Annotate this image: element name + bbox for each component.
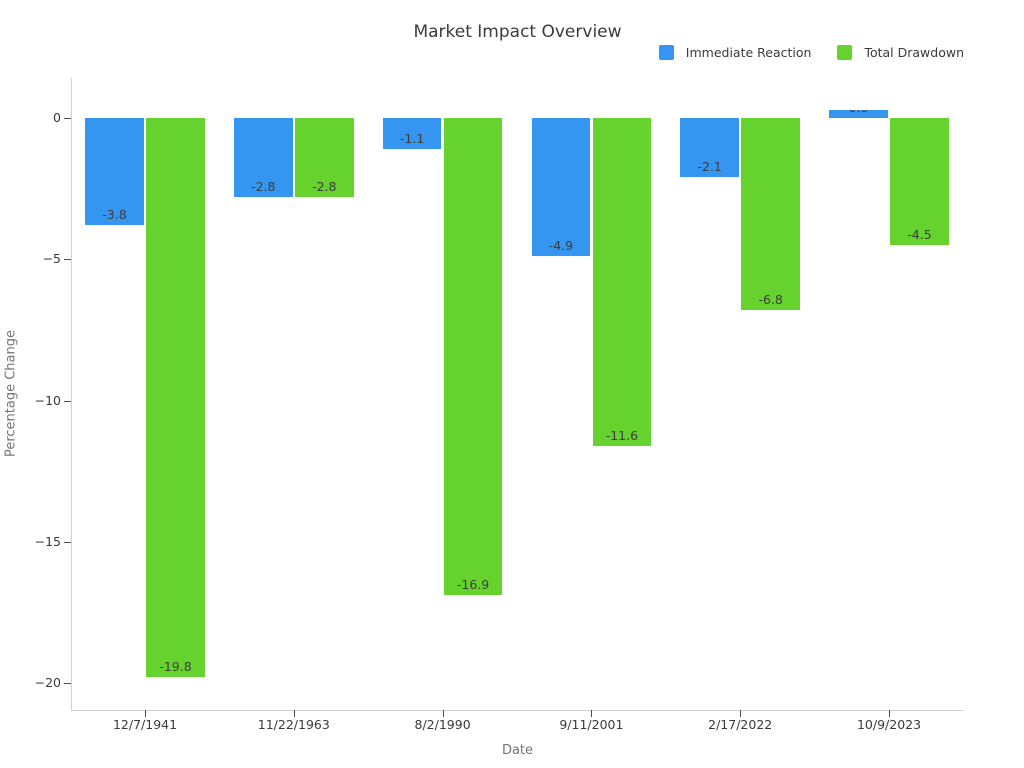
x-tick-label: 8/2/1990 — [414, 717, 471, 732]
bar-value-label: -2.1 — [697, 159, 722, 175]
y-tick-label: 0 — [53, 110, 61, 125]
x-tick-mark — [740, 710, 742, 717]
x-tick-mark — [889, 710, 890, 717]
bar-value-label: -19.8 — [159, 659, 192, 675]
y-tick-mark — [64, 400, 71, 402]
bar-value-label: -2.8 — [251, 179, 276, 195]
bar-total-drawdown: -2.8 — [295, 118, 354, 198]
y-tick-mark — [64, 118, 71, 119]
x-tick-label: 10/9/2023 — [856, 717, 922, 732]
legend: Immediate Reaction Total Drawdown — [658, 45, 964, 60]
bar-immediate-reaction: -3.8 — [85, 118, 144, 226]
legend-swatch-total-drawdown-icon — [837, 45, 853, 60]
bar-immediate-reaction: -4.9 — [531, 118, 591, 257]
bar-total-drawdown: -11.6 — [592, 118, 652, 446]
bar-value-label: -4.5 — [907, 227, 932, 243]
legend-swatch-immediate-reaction-icon — [658, 45, 674, 60]
x-tick-label: 2/17/2022 — [708, 717, 773, 732]
bar-value-label: -2.8 — [312, 179, 337, 195]
bar-total-drawdown: -6.8 — [741, 118, 800, 311]
y-tick-label: −15 — [34, 533, 61, 549]
x-axis-label: Date — [501, 743, 534, 758]
x-tick-mark — [591, 710, 593, 717]
x-tick-mark — [145, 710, 146, 717]
y-tick-label: −20 — [34, 675, 61, 690]
bar-value-label: -3.8 — [102, 207, 127, 223]
x-tick-mark — [293, 710, 295, 717]
bar-value-label: -4.9 — [548, 238, 574, 254]
bar-value-label: 0.3 — [829, 110, 888, 115]
bar-immediate-reaction: -1.1 — [382, 118, 442, 150]
y-tick-mark — [64, 683, 71, 684]
bar-value-label: -6.8 — [758, 292, 783, 308]
bar-value-label: -16.9 — [456, 577, 490, 593]
x-tick-label: 12/7/1941 — [112, 717, 178, 732]
bar-value-label: -11.6 — [605, 427, 639, 443]
bar-value-label: -1.1 — [399, 131, 425, 147]
legend-label-total-drawdown: Total Drawdown — [864, 45, 964, 60]
chart-title: Market Impact Overview — [413, 22, 622, 42]
x-tick-mark — [442, 710, 444, 717]
legend-item-immediate-reaction: Immediate Reaction — [658, 45, 812, 60]
x-tick-label: 9/11/2001 — [559, 717, 624, 732]
x-tick-label: 11/22/1963 — [257, 717, 330, 732]
bar-total-drawdown: -4.5 — [890, 118, 949, 246]
y-tick-mark — [64, 259, 71, 261]
x-axis-spine — [71, 710, 964, 711]
y-axis-label: Percentage Change — [3, 329, 19, 458]
bar-immediate-reaction: 0.3 — [829, 109, 888, 118]
bar-total-drawdown: -16.9 — [443, 118, 503, 596]
legend-item-total-drawdown: Total Drawdown — [837, 45, 964, 60]
bar-immediate-reaction: -2.1 — [680, 118, 739, 178]
y-tick-label: −5 — [42, 251, 61, 267]
bar-immediate-reaction: -2.8 — [234, 118, 293, 198]
legend-label-immediate-reaction: Immediate Reaction — [685, 45, 812, 60]
bar-total-drawdown: -19.8 — [146, 118, 205, 678]
y-tick-mark — [64, 541, 71, 543]
y-axis-spine — [71, 78, 72, 710]
y-tick-label: −10 — [34, 392, 61, 408]
